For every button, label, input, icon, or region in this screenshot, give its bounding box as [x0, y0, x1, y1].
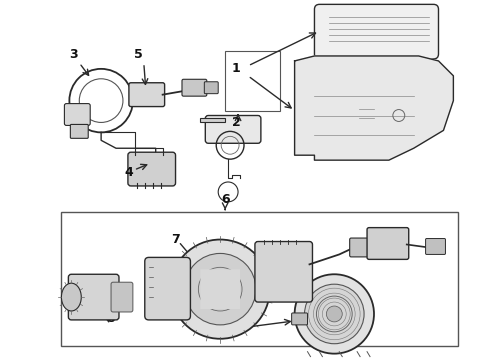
FancyBboxPatch shape [64, 104, 90, 125]
Text: 6: 6 [221, 193, 229, 206]
Text: 1: 1 [232, 62, 241, 75]
FancyBboxPatch shape [129, 83, 165, 107]
Text: 8: 8 [107, 312, 115, 325]
FancyBboxPatch shape [205, 116, 261, 143]
Circle shape [294, 274, 374, 354]
Polygon shape [294, 56, 453, 160]
FancyBboxPatch shape [315, 4, 439, 59]
Text: 7: 7 [171, 233, 180, 246]
Ellipse shape [61, 283, 81, 311]
FancyBboxPatch shape [128, 152, 175, 186]
Circle shape [171, 239, 270, 339]
FancyBboxPatch shape [182, 79, 207, 96]
Circle shape [305, 284, 364, 344]
FancyBboxPatch shape [200, 269, 240, 309]
Text: 9: 9 [360, 241, 368, 254]
FancyBboxPatch shape [255, 242, 313, 302]
Bar [225, 51, 280, 111]
FancyBboxPatch shape [367, 228, 409, 260]
FancyBboxPatch shape [71, 125, 88, 138]
Circle shape [184, 253, 256, 325]
Text: 4: 4 [124, 166, 133, 179]
Text: 10: 10 [206, 322, 224, 336]
FancyBboxPatch shape [69, 274, 119, 320]
Bar [61, 212, 458, 346]
FancyBboxPatch shape [145, 257, 191, 320]
FancyBboxPatch shape [204, 82, 218, 94]
FancyBboxPatch shape [111, 282, 133, 312]
Text: 2: 2 [232, 116, 241, 129]
FancyBboxPatch shape [426, 239, 445, 255]
Text: 3: 3 [69, 49, 77, 62]
Text: 5: 5 [134, 49, 143, 62]
FancyBboxPatch shape [350, 238, 374, 257]
FancyBboxPatch shape [292, 313, 308, 325]
Circle shape [326, 306, 342, 322]
Polygon shape [200, 118, 225, 122]
